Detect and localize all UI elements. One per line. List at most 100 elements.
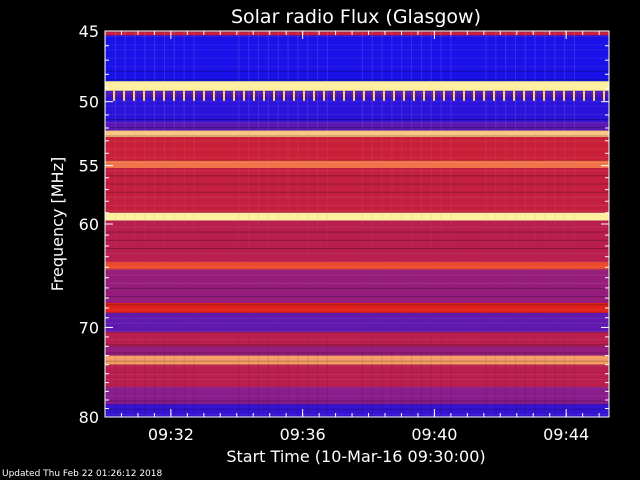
texture-line [105,352,609,354]
time-streak [505,31,507,417]
texture-line [105,127,609,129]
spike [393,90,395,101]
spike [443,90,445,101]
texture-line [105,266,609,268]
texture-line [105,36,609,38]
band-12 [105,262,609,270]
band-7 [105,136,609,161]
texture-line [105,70,609,72]
time-streak [134,31,136,417]
texture-line [105,365,609,367]
texture-line [105,49,609,51]
texture-line [105,84,609,86]
band-21 [105,404,609,417]
texture-line [105,113,609,115]
x-tick-label: 09:36 [280,425,326,444]
time-streak [411,31,413,417]
spike [343,90,345,101]
time-streak [124,31,126,417]
texture-line [105,218,609,220]
band-15 [105,312,609,333]
time-streak [173,31,175,417]
texture-line [105,170,609,172]
spike [373,90,375,101]
spectrogram-bands [105,31,609,417]
spike [433,90,435,101]
time-streak [114,31,116,417]
spike [573,90,575,101]
texture-line [105,210,609,212]
spike [493,90,495,101]
time-streaks [105,31,609,417]
texture-line [105,261,609,263]
spike [543,90,545,101]
texture-line [105,296,609,298]
spike [273,90,275,101]
time-streak [391,31,393,417]
time-streak [495,31,497,417]
time-streak [485,31,487,417]
spike [403,90,405,101]
texture-line [105,162,609,164]
texture-line [105,226,609,228]
spike [243,90,245,101]
texture-line [105,239,609,241]
band-20 [105,386,609,405]
chart-title: Solar radio Flux (Glasgow) [231,6,481,28]
spike [413,90,415,101]
time-streak [287,31,289,417]
texture-line [105,274,609,276]
texture-line [105,191,609,193]
spike [593,90,595,101]
time-streak [524,31,526,417]
band-2 [105,81,609,91]
time-streak [554,31,556,417]
texture-line [105,357,609,359]
band-5 [105,121,609,131]
texture-line [105,44,609,46]
time-streak [317,31,319,417]
spike [563,90,565,101]
time-streak [381,31,383,417]
spike [283,90,285,101]
texture-line [105,135,609,137]
y-tick-label: 80 [79,408,99,427]
spike [603,90,605,101]
texture-line [105,118,609,120]
y-tick-label: 45 [79,22,99,41]
texture-line [105,330,609,332]
y-tick-label: 70 [79,318,99,337]
band-18 [105,355,609,365]
time-streak [297,31,299,417]
time-streak [238,31,240,417]
spike [513,90,515,101]
time-streak [326,31,328,417]
band-0 [105,31,609,36]
y-axis: 45 50 55 60 70 80 [79,22,609,427]
texture-line [105,122,609,124]
spike [533,90,535,101]
time-streak [361,31,363,417]
time-streak [371,31,373,417]
spike [143,90,145,101]
spike [223,90,225,101]
band-13 [105,269,609,304]
time-streak [544,31,546,417]
texture-line [105,287,609,289]
time-streak [277,31,279,417]
texture-line [105,269,609,271]
spike [173,90,175,101]
texture-line [105,282,609,284]
texture-line [105,379,609,381]
x-axis-label: Start Time (10-Mar-16 09:30:00) [226,447,485,466]
time-streak [193,31,195,417]
interference-spikes [113,90,605,101]
spike [303,90,305,101]
time-streak [163,31,165,417]
time-streak [144,31,146,417]
texture-line [105,339,609,341]
time-streak [248,31,250,417]
texture-line [105,344,609,346]
y-tick-label: 60 [79,215,99,234]
